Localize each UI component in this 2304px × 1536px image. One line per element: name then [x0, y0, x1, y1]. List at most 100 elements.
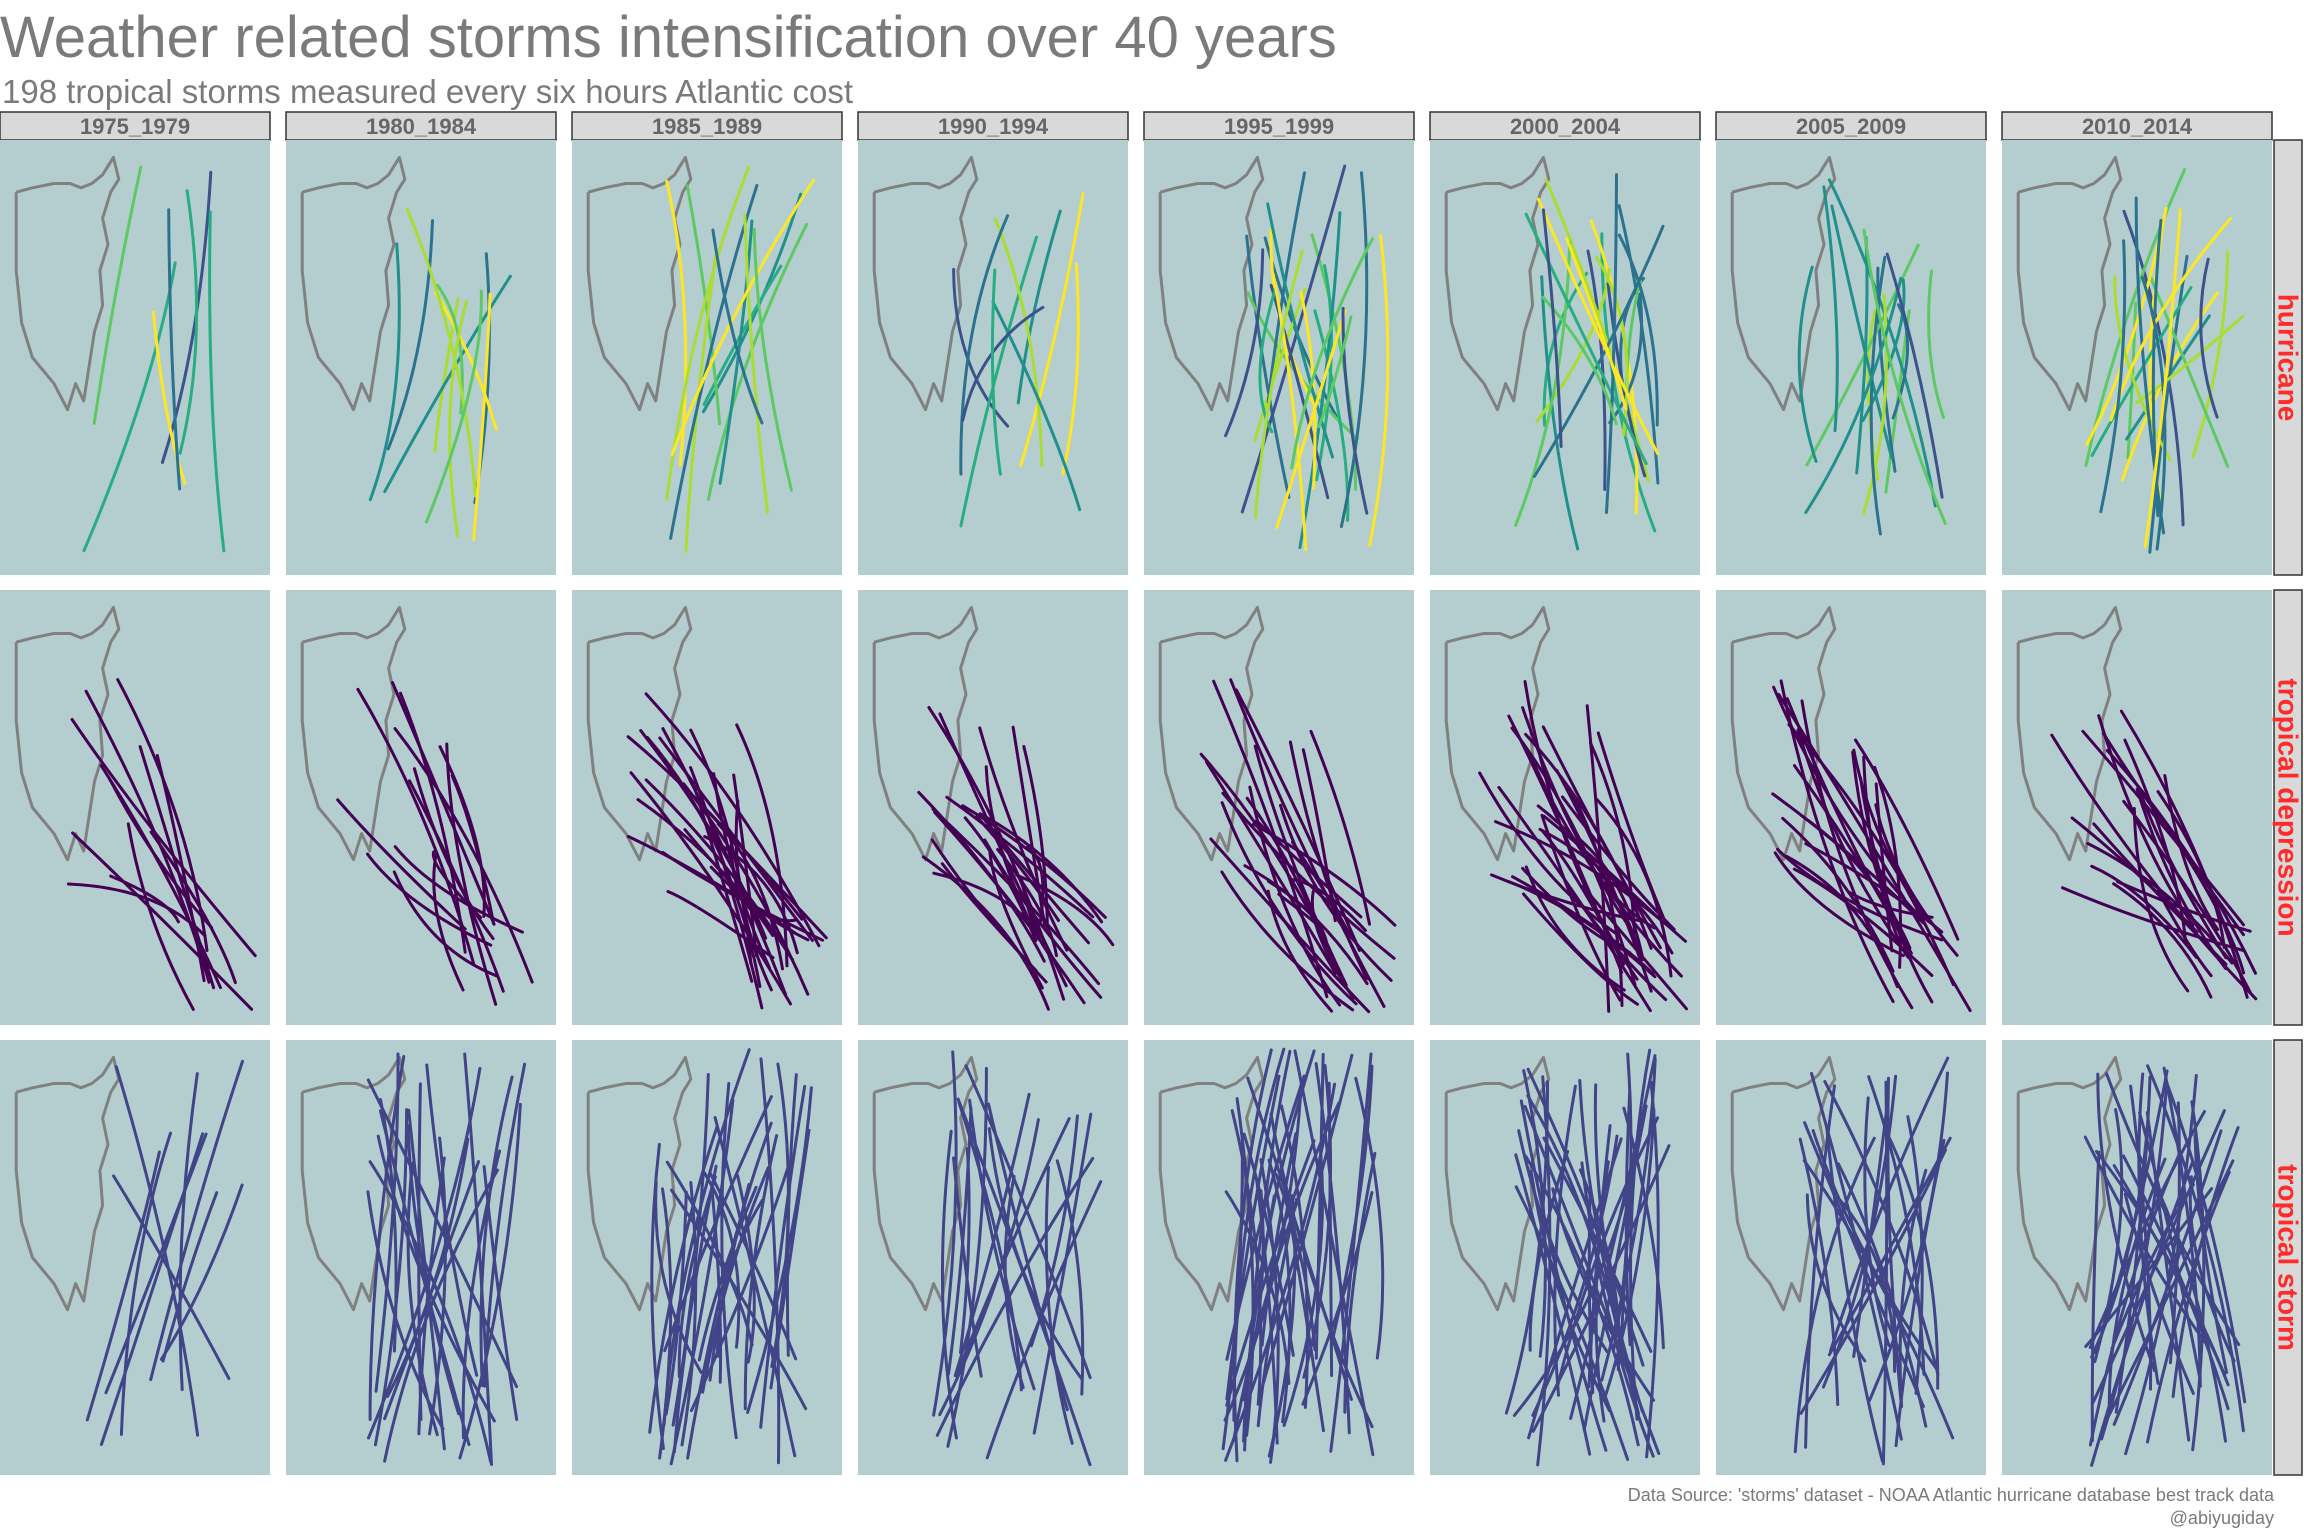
storm-track — [2102, 732, 2245, 937]
storm-track — [92, 165, 143, 425]
panel-background — [1430, 590, 1700, 1025]
storm-track — [463, 1052, 493, 1466]
panel-background — [1144, 590, 1414, 1025]
storm-track — [1246, 1076, 1353, 1401]
storm-track — [1528, 1149, 1570, 1352]
coastline — [1444, 155, 1551, 412]
storm-track — [2165, 1081, 2247, 1404]
storm-track — [2061, 886, 2246, 953]
storm-track — [1874, 782, 1894, 953]
storm-track — [1255, 1177, 1279, 1445]
storm-track — [1781, 816, 1895, 973]
storm-track — [978, 726, 1069, 952]
storm-track — [383, 274, 512, 494]
storm-track — [2113, 275, 2172, 462]
caption-handle: @abiyugiday — [2169, 1508, 2274, 1528]
panel-background — [1716, 1040, 1986, 1475]
storm-track — [1578, 838, 1645, 961]
storm-track — [1785, 697, 1913, 955]
storm-track — [680, 1181, 698, 1447]
storm-track — [933, 810, 1086, 1005]
storm-track — [2163, 821, 2246, 975]
coastline — [872, 605, 979, 862]
storm-track — [1578, 1079, 1644, 1413]
storm-track — [1343, 1151, 1377, 1414]
storm-track — [2148, 254, 2189, 554]
storm-track — [1514, 1185, 1630, 1461]
panel-background — [572, 590, 842, 1025]
coastline — [1158, 605, 1265, 862]
storm-track — [109, 874, 180, 924]
storm-track — [709, 865, 810, 942]
storm-track — [1589, 741, 1637, 935]
storm-track — [434, 291, 498, 431]
storm-track — [1536, 197, 1660, 456]
storm-track — [1514, 241, 1572, 527]
storm-track — [945, 795, 1095, 919]
storm-track — [1544, 178, 1650, 483]
storm-track — [1011, 725, 1047, 928]
storm-track — [71, 831, 254, 1011]
storm-track — [378, 1109, 471, 1447]
column-label: 1990_1994 — [938, 114, 1049, 139]
coastline — [1730, 155, 1837, 412]
storm-track — [1822, 185, 1839, 433]
row-strip — [2273, 139, 2303, 576]
storm-track — [386, 219, 434, 451]
coastline — [872, 1055, 979, 1312]
storm-track — [1885, 252, 1944, 499]
caption-source: Data Source: 'storms' dataset - NOAA Atl… — [1627, 1485, 2274, 1505]
panel-background — [1430, 140, 1700, 575]
storm-track — [1829, 1056, 1950, 1353]
coastline — [1158, 1055, 1265, 1312]
storm-track — [1221, 1133, 1244, 1451]
storm-track — [1220, 801, 1358, 1006]
storm-track — [1243, 1049, 1292, 1452]
storm-track — [2199, 257, 2219, 419]
storm-track — [752, 227, 793, 492]
storm-track — [2143, 208, 2182, 549]
coastline — [2016, 1055, 2123, 1312]
storm-track — [1796, 728, 1910, 959]
row-strip — [2273, 1039, 2303, 1476]
storm-track — [1301, 1191, 1374, 1406]
storm-track — [1032, 1112, 1093, 1435]
storm-track — [1861, 278, 1906, 422]
storm-track — [1891, 303, 1910, 420]
storm-track — [1302, 1064, 1333, 1379]
storm-track — [1541, 208, 1563, 448]
storm-track — [2193, 1133, 2229, 1374]
storm-track — [405, 207, 477, 498]
chart-title: Weather related storms intensification o… — [0, 5, 1337, 70]
column-strip — [2001, 111, 2273, 141]
storm-track — [770, 1062, 790, 1369]
storm-track — [483, 1062, 527, 1388]
storm-track — [978, 812, 1104, 924]
storm-track — [710, 1185, 723, 1384]
storm-track — [961, 804, 1107, 919]
storm-track — [1224, 248, 1265, 438]
storm-track — [1524, 1154, 1640, 1447]
storm-track — [112, 1174, 231, 1381]
storm-track — [629, 771, 792, 1006]
storm-track — [1787, 723, 1955, 987]
storm-track — [686, 1121, 773, 1460]
storm-track — [2107, 1157, 2167, 1410]
storm-track — [743, 213, 769, 514]
storm-track — [1861, 292, 1888, 516]
storm-track — [151, 310, 187, 485]
storm-track — [450, 774, 496, 926]
storm-track — [707, 222, 809, 501]
storm-track — [2190, 1100, 2206, 1452]
column-label: 1985_1989 — [652, 114, 762, 139]
storm-track — [2145, 1111, 2191, 1442]
coastline — [300, 155, 407, 412]
storm-track — [708, 1183, 751, 1382]
storm-track — [1596, 731, 1668, 926]
storm-track — [1478, 771, 1617, 935]
storm-track — [735, 723, 789, 968]
storm-track — [711, 228, 764, 425]
storm-track — [1863, 1096, 1891, 1347]
storm-track — [682, 782, 810, 996]
storm-track — [759, 1084, 807, 1429]
